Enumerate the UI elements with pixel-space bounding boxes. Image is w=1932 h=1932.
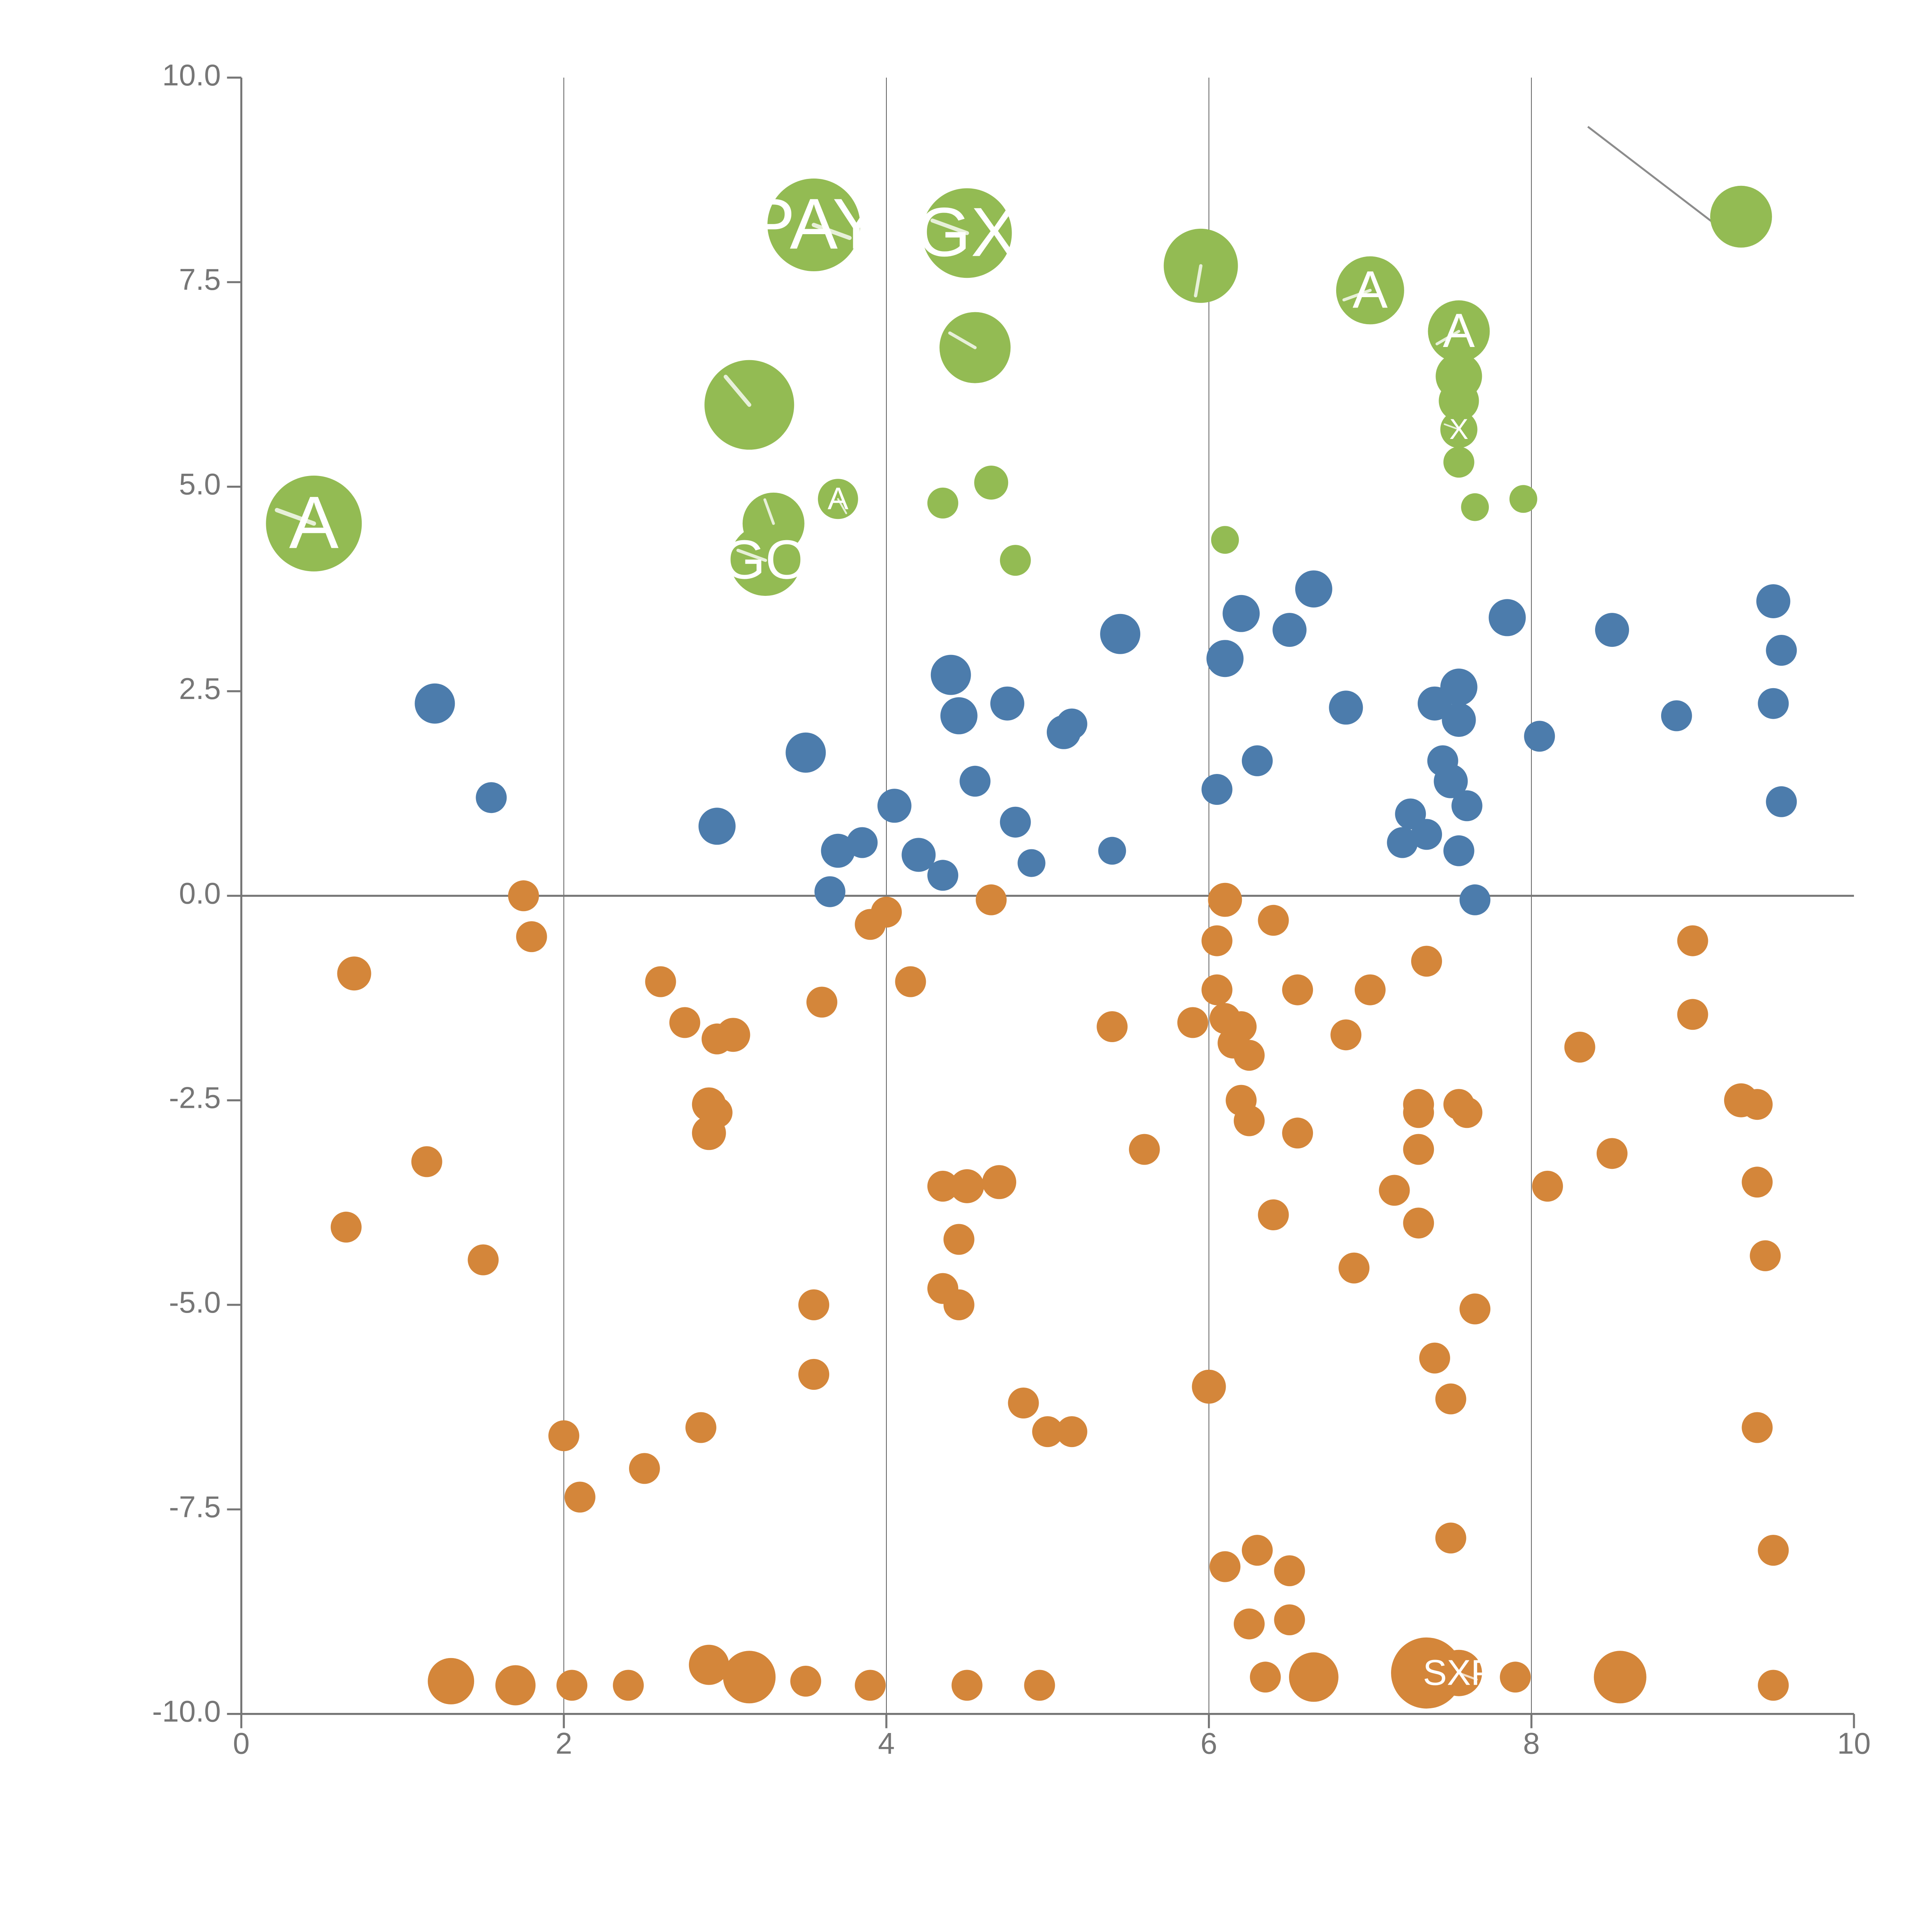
svg-text:X: X bbox=[1449, 413, 1469, 445]
svg-text:6: 6 bbox=[1201, 1726, 1217, 1760]
svg-text:0: 0 bbox=[233, 1726, 250, 1760]
svg-text:7.5: 7.5 bbox=[179, 262, 221, 296]
svg-text:5.0: 5.0 bbox=[179, 467, 221, 501]
svg-text:PAY: PAY bbox=[747, 184, 881, 264]
svg-text:-2.5: -2.5 bbox=[169, 1081, 221, 1115]
svg-text:10.0: 10.0 bbox=[162, 58, 221, 92]
svg-text:-5.0: -5.0 bbox=[169, 1285, 221, 1319]
svg-text:10: 10 bbox=[1837, 1726, 1871, 1760]
svg-text:-7.5: -7.5 bbox=[169, 1490, 221, 1524]
svg-text:4: 4 bbox=[878, 1726, 895, 1760]
svg-text:SXP: SXP bbox=[1423, 1652, 1495, 1692]
svg-text:GO: GO bbox=[723, 529, 808, 590]
svg-text:A: A bbox=[828, 481, 849, 516]
svg-text:A: A bbox=[289, 481, 338, 564]
svg-text:A: A bbox=[1352, 260, 1388, 319]
svg-text:A: A bbox=[1443, 304, 1475, 357]
svg-text:8: 8 bbox=[1523, 1726, 1540, 1760]
svg-text:0.0: 0.0 bbox=[179, 876, 221, 910]
svg-text:2.5: 2.5 bbox=[179, 672, 221, 706]
svg-text:-10.0: -10.0 bbox=[152, 1694, 221, 1728]
svg-text:GX: GX bbox=[917, 194, 1017, 271]
svg-text:2: 2 bbox=[556, 1726, 572, 1760]
